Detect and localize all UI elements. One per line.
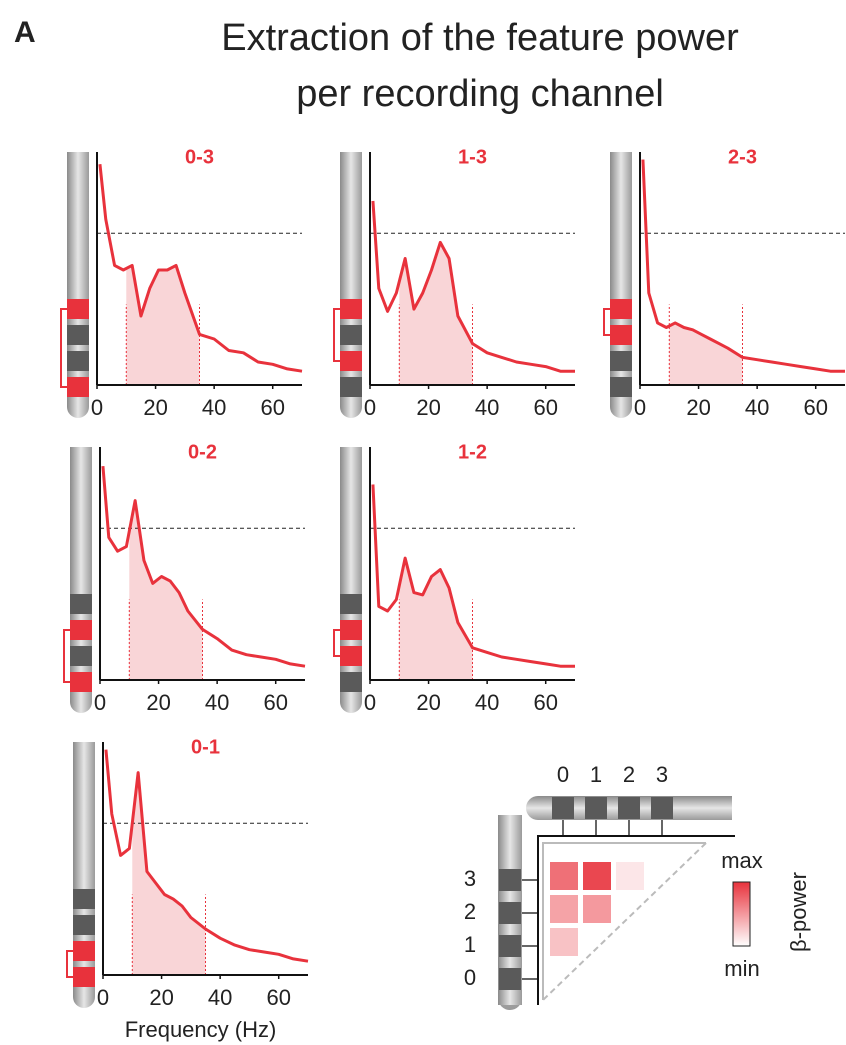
panel-title: 0-3: [185, 146, 214, 168]
row-label: 2: [464, 899, 476, 924]
electrode-contact: [67, 351, 89, 371]
electrode-contact: [73, 915, 95, 935]
panel-title: 1-3: [458, 146, 487, 168]
pair-bracket: [64, 630, 70, 682]
figure-title: Extraction of the feature power: [221, 17, 739, 59]
pair-bracket: [604, 309, 610, 335]
x-tick-label: 20: [416, 690, 440, 715]
electrode-contact: [552, 797, 574, 819]
heatmap-cell: [550, 928, 578, 956]
pair-bracket: [67, 951, 73, 977]
x-tick-label: 60: [803, 395, 827, 420]
beta-band: [103, 466, 305, 680]
panel-title: 0-1: [191, 736, 220, 758]
figure: A Extraction of the feature power per re…: [0, 0, 846, 1045]
electrode-contact: [70, 620, 92, 640]
page: A Extraction of the feature power per re…: [0, 0, 846, 1045]
electrode-contact: [618, 797, 640, 819]
panel-title: 1-2: [458, 441, 487, 463]
column-label: 0: [557, 762, 569, 787]
electrode-contact: [340, 620, 362, 640]
electrode-contact: [499, 902, 521, 924]
electrode-contact: [340, 325, 362, 345]
heatmap-cell: [583, 862, 611, 890]
electrode-contact: [610, 299, 632, 319]
electrode-contact: [73, 889, 95, 909]
electrode-contact: [73, 967, 95, 987]
x-tick-label: 60: [263, 690, 287, 715]
electrode-contact: [67, 325, 89, 345]
x-tick-label: 40: [475, 690, 499, 715]
electrode-contact: [73, 941, 95, 961]
electrode-contact: [340, 646, 362, 666]
electrode-contact: [610, 351, 632, 371]
x-tick-label: 40: [745, 395, 769, 420]
colorbar: [733, 882, 750, 946]
electrode-contact: [70, 646, 92, 666]
electrode-contact: [67, 377, 89, 397]
electrode-contact: [585, 797, 607, 819]
x-tick-label: 40: [202, 395, 226, 420]
x-tick-label: 20: [149, 985, 173, 1010]
electrode-contact: [610, 377, 632, 397]
row-label: 0: [464, 965, 476, 990]
panel-label: A: [14, 16, 36, 49]
pair-bracket: [334, 630, 340, 656]
heatmap-cell: [550, 895, 578, 923]
x-tick-label: 40: [205, 690, 229, 715]
x-tick-label: 20: [416, 395, 440, 420]
pair-bracket: [334, 309, 340, 361]
x-tick-label: 60: [533, 395, 557, 420]
electrode-contact: [610, 325, 632, 345]
x-tick-label: 40: [208, 985, 232, 1010]
row-label: 3: [464, 866, 476, 891]
electrode-contact: [499, 935, 521, 957]
panel-title: 2-3: [728, 146, 757, 168]
x-tick-label: 20: [146, 690, 170, 715]
electrode-contact: [340, 672, 362, 692]
electrode-contact: [67, 299, 89, 319]
beta-band: [100, 164, 302, 385]
x-tick-label: 0: [634, 395, 646, 420]
x-tick-label: 0: [91, 395, 103, 420]
beta-band: [643, 160, 845, 385]
x-tick-label: 20: [143, 395, 167, 420]
x-tick-label: 0: [94, 690, 106, 715]
x-axis-label: Frequency (Hz): [125, 1017, 277, 1042]
x-tick-label: 0: [364, 395, 376, 420]
colorbar-max: max: [721, 848, 763, 873]
x-tick-label: 60: [260, 395, 284, 420]
x-tick-label: 40: [475, 395, 499, 420]
heatmap-cell: [550, 862, 578, 890]
electrode-contact: [70, 594, 92, 614]
row-label: 1: [464, 932, 476, 957]
figure-title: per recording channel: [296, 73, 664, 115]
column-label: 1: [590, 762, 602, 787]
x-tick-label: 60: [533, 690, 557, 715]
column-label: 2: [623, 762, 635, 787]
electrode-contact: [499, 968, 521, 990]
heatmap-cell: [616, 862, 644, 890]
electrode-contact: [340, 377, 362, 397]
column-label: 3: [656, 762, 668, 787]
x-tick-label: 0: [97, 985, 109, 1010]
electrode-contact: [340, 594, 362, 614]
x-tick-label: 20: [686, 395, 710, 420]
beta-band: [373, 485, 575, 681]
electrode-contact: [340, 299, 362, 319]
panel-title: 0-2: [188, 441, 217, 463]
colorbar-min: min: [724, 956, 759, 981]
pair-bracket: [61, 309, 67, 387]
heatmap-cell: [583, 895, 611, 923]
x-tick-label: 60: [266, 985, 290, 1010]
beta-band: [373, 201, 575, 385]
electrode-contact: [340, 351, 362, 371]
colorbar-label: β-power: [786, 872, 811, 952]
x-tick-label: 0: [364, 690, 376, 715]
electrode-contact: [651, 797, 673, 819]
electrode-contact: [499, 869, 521, 891]
electrode-contact: [70, 672, 92, 692]
